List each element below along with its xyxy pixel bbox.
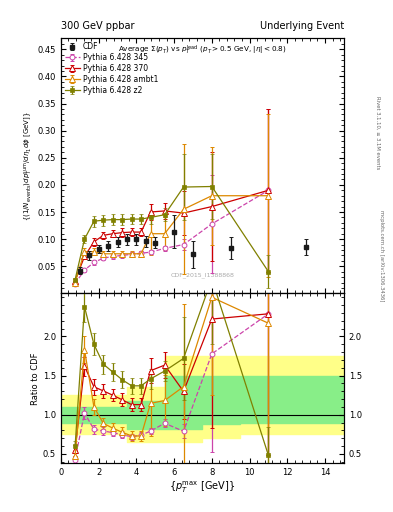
Text: CDF_2015_I1388868: CDF_2015_I1388868 xyxy=(171,272,234,278)
Y-axis label: $\{(1/N_{\rm events}) dp_T^{\rm sum}/d\eta_1 d\phi\ [\rm GeV]\}$: $\{(1/N_{\rm events}) dp_T^{\rm sum}/d\e… xyxy=(23,111,35,221)
Text: Underlying Event: Underlying Event xyxy=(260,20,344,31)
X-axis label: $\{p_T^{\rm max}\ [\rm GeV]\}$: $\{p_T^{\rm max}\ [\rm GeV]\}$ xyxy=(169,480,235,496)
Legend: CDF, Pythia 6.428 345, Pythia 6.428 370, Pythia 6.428 ambt1, Pythia 6.428 z2: CDF, Pythia 6.428 345, Pythia 6.428 370,… xyxy=(63,40,160,96)
Text: Rivet 3.1.10, ≥ 3.1M events: Rivet 3.1.10, ≥ 3.1M events xyxy=(375,96,380,170)
Text: mcplots.cern.ch [arXiv:1306.3436]: mcplots.cern.ch [arXiv:1306.3436] xyxy=(380,210,384,302)
Text: 300 GeV ppbar: 300 GeV ppbar xyxy=(61,20,134,31)
Y-axis label: Ratio to CDF: Ratio to CDF xyxy=(31,352,40,404)
Text: Average $\Sigma(p_T)$ vs $p_T^{\rm lead}$ ($p_T > 0.5$ GeV, $|\eta| < 0.8$): Average $\Sigma(p_T)$ vs $p_T^{\rm lead}… xyxy=(118,44,286,57)
